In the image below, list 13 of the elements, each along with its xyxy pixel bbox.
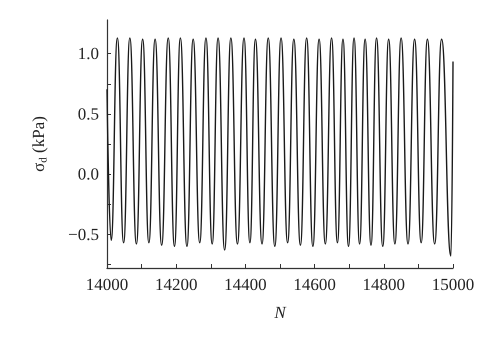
x-tick-label: 14800 (362, 275, 406, 294)
x-tick-label: 14400 (224, 275, 267, 294)
x-tick-label: 15000 (432, 275, 474, 294)
y-tick-label: 1.0 (78, 44, 99, 64)
x-tick-label: 14600 (293, 275, 336, 294)
y-tick-label: 0.0 (78, 164, 99, 184)
y-axis-title: σd (kPa) (29, 116, 50, 172)
y-tick-label: 0.5 (78, 104, 99, 124)
line-series (106, 37, 454, 257)
y-tick-label: −0.5 (68, 224, 99, 244)
x-tick-label: 14200 (154, 275, 198, 294)
x-tick-label: 14000 (86, 275, 128, 294)
x-axis-title: N (273, 303, 288, 322)
